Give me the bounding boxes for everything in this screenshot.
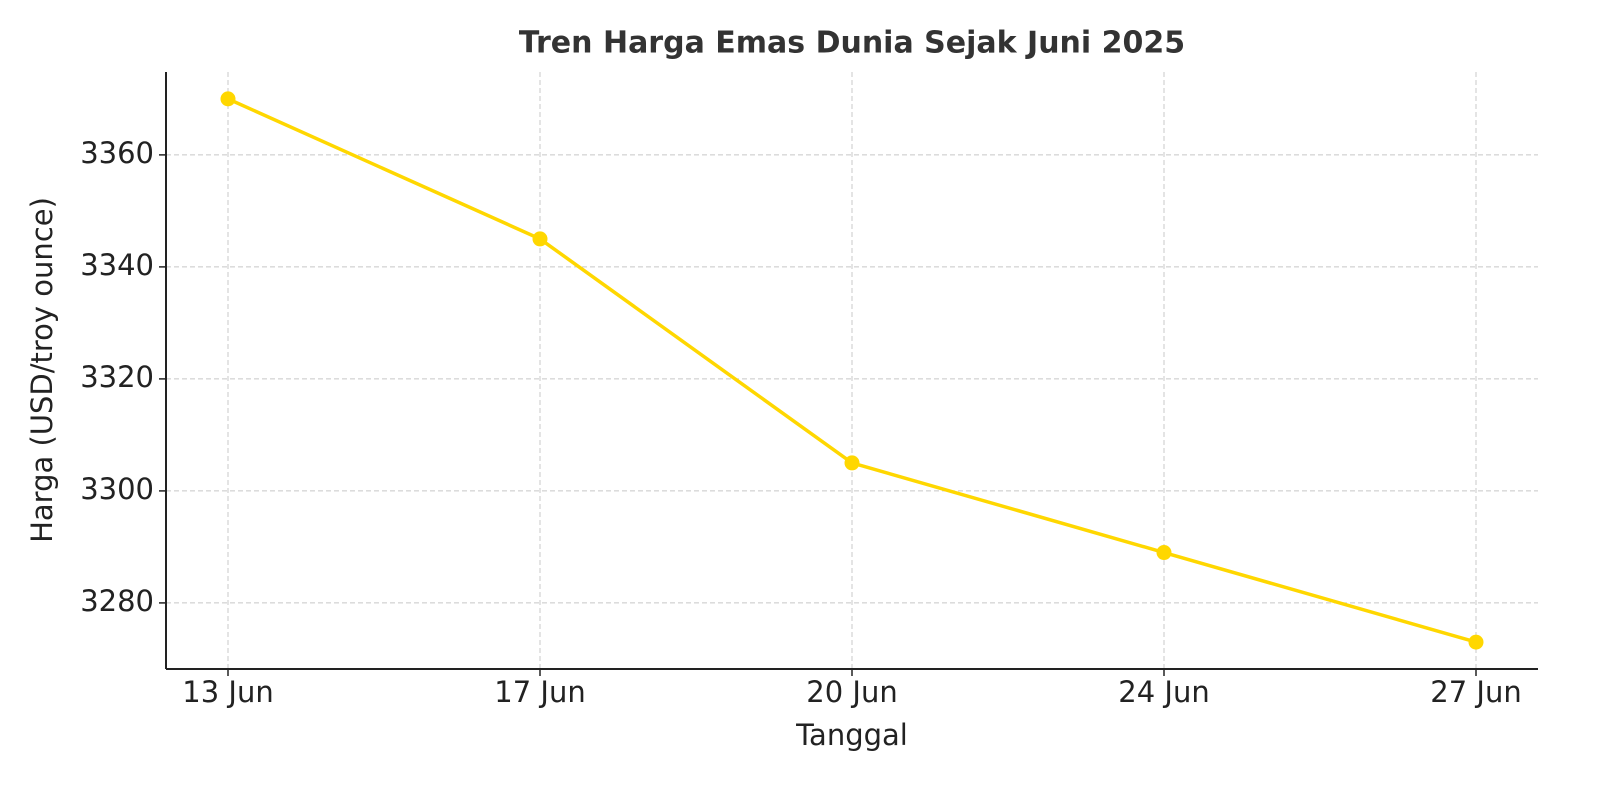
x-tick-label: 20 Jun <box>806 675 897 709</box>
point <box>1468 634 1484 650</box>
y-tick-label: 3320 <box>80 360 154 394</box>
point <box>220 91 236 107</box>
chart-title: Tren Harga Emas Dunia Sejak Juni 2025 <box>519 26 1185 61</box>
x-tick-label: 13 Jun <box>182 675 273 709</box>
point <box>1156 545 1172 561</box>
y-tick-label: 3280 <box>80 584 154 618</box>
y-tick-label: 3340 <box>80 248 154 282</box>
y-tick-label: 3360 <box>80 136 154 170</box>
x-tick-label: 17 Jun <box>494 675 585 709</box>
x-tick-label: 27 Jun <box>1430 675 1521 709</box>
y-tick-label: 3300 <box>80 472 154 506</box>
x-axis-label: Tanggal <box>795 718 908 752</box>
point <box>532 231 548 247</box>
x-tick-label: 24 Jun <box>1118 675 1209 709</box>
point <box>844 455 860 471</box>
y-axis-label: Harga (USD/troy ounce) <box>25 197 59 543</box>
